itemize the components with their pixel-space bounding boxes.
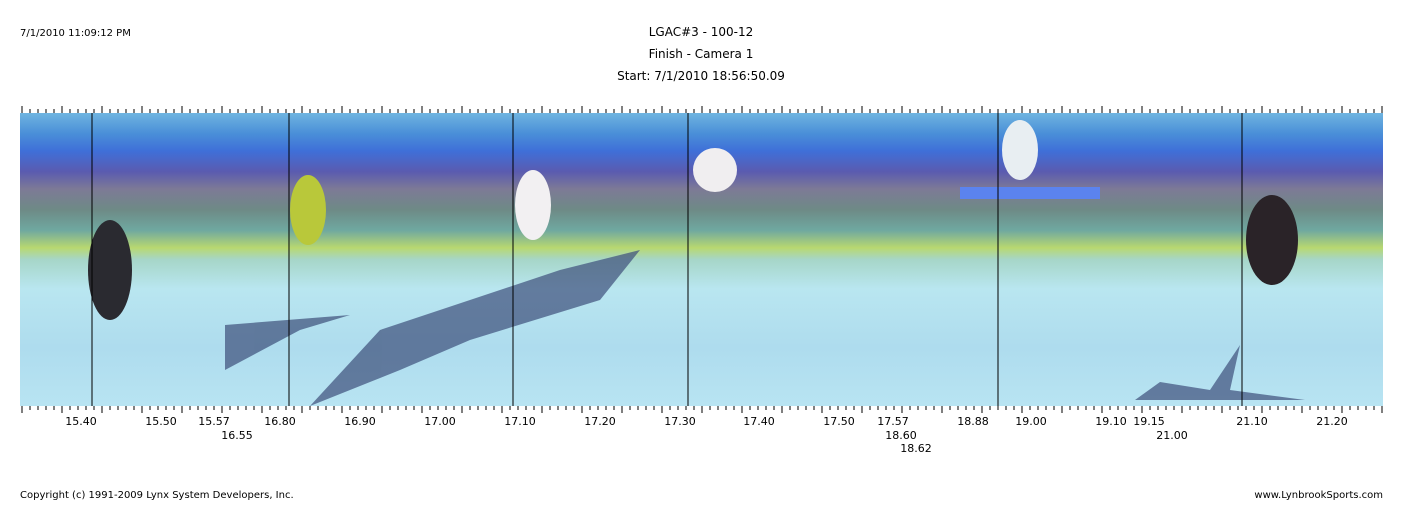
time-label: 21.20 — [1316, 415, 1348, 428]
time-label: 16.90 — [344, 415, 376, 428]
title: LGAC#3 - 100-12 — [648, 25, 754, 39]
time-label: 19.15 — [1133, 415, 1165, 428]
time-label: 15.50 — [145, 415, 177, 428]
time-label: 16.55 — [221, 429, 253, 442]
copyright: Copyright (c) 1991-2009 Lynx System Deve… — [20, 490, 294, 501]
time-label: 18.62 — [900, 442, 932, 455]
time-label: 19.00 — [1015, 415, 1047, 428]
time-label: 17.50 — [823, 415, 855, 428]
time-label: 17.20 — [584, 415, 616, 428]
runners — [88, 120, 1298, 320]
time-label: 17.40 — [743, 415, 775, 428]
finish-lines — [91, 113, 1243, 406]
time-label: 21.00 — [1156, 429, 1188, 442]
time-label: 17.00 — [424, 415, 456, 428]
ruler — [21, 106, 1383, 413]
subtitle: Finish - Camera 1 — [648, 47, 754, 61]
time-label: 17.30 — [664, 415, 696, 428]
time-label: 21.10 — [1236, 415, 1268, 428]
website: www.LynbrookSports.com — [1254, 490, 1383, 501]
shadows — [225, 250, 1305, 406]
timestamp: 7/1/2010 11:09:12 PM — [20, 28, 131, 39]
time-label: 17.10 — [504, 415, 536, 428]
time-label: 15.57 — [198, 415, 230, 428]
time-label: 16.80 — [264, 415, 296, 428]
time-label: 18.60 — [885, 429, 917, 442]
time-label: 17.57 — [877, 415, 909, 428]
start-time: Start: 7/1/2010 18:56:50.09 — [617, 69, 785, 83]
time-label: 15.40 — [65, 415, 97, 428]
time-label: 19.10 — [1095, 415, 1127, 428]
time-label: 18.88 — [957, 415, 989, 428]
